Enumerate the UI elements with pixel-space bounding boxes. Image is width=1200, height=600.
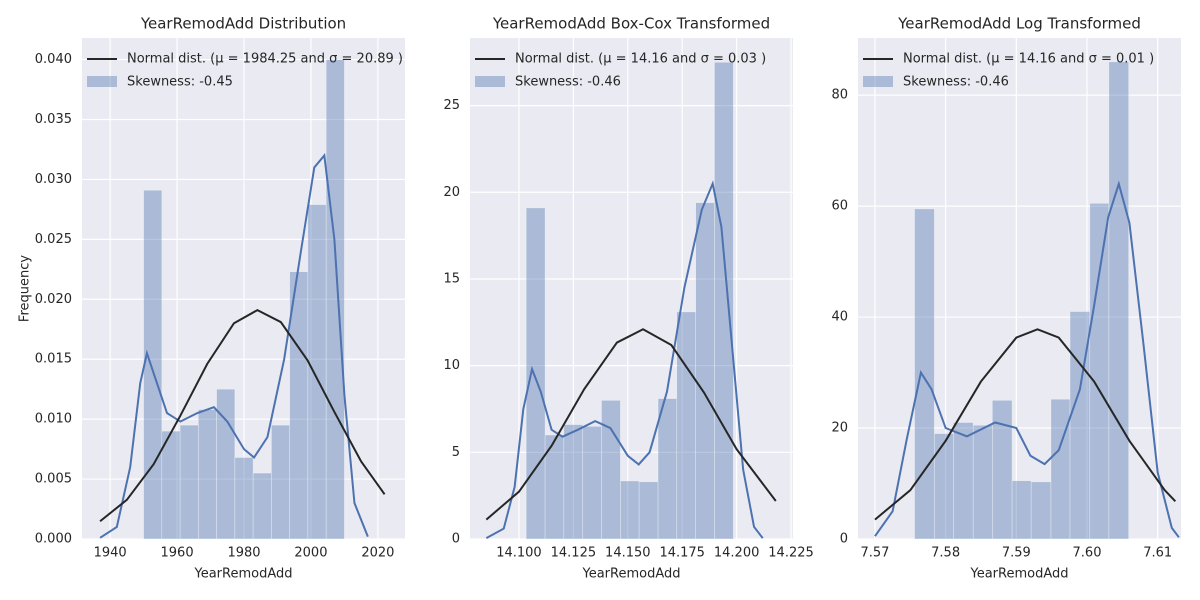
hist-bar xyxy=(143,189,163,540)
hist-bar xyxy=(161,430,181,540)
y-tick-label: 20 xyxy=(831,421,848,436)
x-tick-label: 14.200 xyxy=(714,546,760,561)
y-tick-label: 25 xyxy=(443,98,460,113)
y-axis-label: Frequency xyxy=(18,255,33,322)
y-tick-label: 0.010 xyxy=(35,412,72,427)
plot-area xyxy=(858,38,1181,539)
y-tick-label: 0 xyxy=(452,532,460,547)
y-tick-label: 0 xyxy=(840,532,848,547)
x-tick-label: 1980 xyxy=(227,546,260,561)
hist-bar xyxy=(914,208,935,540)
hist-bar xyxy=(271,424,290,540)
legend-label: Normal dist. (μ = 1984.25 and σ = 20.89 … xyxy=(127,52,403,67)
kde-line xyxy=(874,180,1180,538)
x-tick-label: 7.61 xyxy=(1143,546,1172,561)
plot-area xyxy=(470,38,793,539)
hist-bar xyxy=(525,207,546,540)
hist-bar xyxy=(601,400,621,540)
hist-bar xyxy=(620,480,640,540)
subplot-title: YearRemodAdd Box-Cox Transformed xyxy=(492,15,770,33)
legend-label: Skewness: -0.46 xyxy=(515,75,621,90)
hist-bar xyxy=(198,409,217,540)
x-tick-label: 2020 xyxy=(361,546,394,561)
y-tick-label: 20 xyxy=(443,185,460,200)
kde-line xyxy=(99,153,369,539)
x-tick-label: 7.57 xyxy=(860,546,889,561)
y-tick-label: 0.040 xyxy=(35,52,72,67)
hist-bar xyxy=(1030,481,1052,540)
y-tick-label: 0.000 xyxy=(35,532,72,547)
legend-label: Skewness: -0.46 xyxy=(903,75,1009,90)
hist-bar xyxy=(934,433,954,540)
y-tick-label: 0.025 xyxy=(35,232,72,247)
subplot: 0 5 10 15 20 25 14.100 14.125 14.150 14.175 14.200… xyxy=(443,15,813,582)
hist-bar xyxy=(1089,203,1110,540)
legend-hist-swatch xyxy=(863,76,893,87)
subplot: 0 20 40 60 80 7.57 7.58 7.59 7.60 7.61 Normal dist… xyxy=(831,15,1181,582)
subplot-title: YearRemodAdd Log Transformed xyxy=(897,15,1141,33)
y-tick-label: 15 xyxy=(443,271,460,286)
hist-bar xyxy=(234,457,254,540)
y-tick-label: 80 xyxy=(831,88,848,103)
x-tick-label: 14.225 xyxy=(768,546,814,561)
hist-bar xyxy=(695,202,715,540)
x-tick-label: 14.125 xyxy=(551,546,597,561)
x-tick-label: 7.60 xyxy=(1073,546,1102,561)
kde-line xyxy=(485,180,764,540)
legend-label: Normal dist. (μ = 14.16 and σ = 0.03 ) xyxy=(515,52,766,67)
subplot-title: YearRemodAdd Distribution xyxy=(140,15,346,33)
hist-bar xyxy=(953,422,974,540)
normal-line xyxy=(874,328,1177,521)
x-tick-label: 1960 xyxy=(161,546,194,561)
hist-bar xyxy=(1108,61,1129,540)
hist-bar xyxy=(582,426,602,540)
y-tick-label: 60 xyxy=(831,199,848,214)
x-tick-label: 2000 xyxy=(294,546,327,561)
hist-bar xyxy=(657,398,678,540)
subplot: 0.000 0.005 0.010 0.015 0.020 0.025 0.030 0.035… xyxy=(18,15,405,582)
hist-bar xyxy=(714,61,734,540)
x-tick-label: 14.100 xyxy=(496,546,542,561)
hist-bar xyxy=(307,204,327,540)
y-tick-label: 40 xyxy=(831,310,848,325)
y-tick-label: 10 xyxy=(443,358,460,373)
x-tick-label: 14.175 xyxy=(659,546,705,561)
x-tick-label: 14.150 xyxy=(605,546,651,561)
hist-bar xyxy=(252,472,272,540)
hist-bar xyxy=(1050,398,1071,540)
hist-bar xyxy=(563,424,584,540)
x-tick-label: 7.58 xyxy=(931,546,960,561)
legend-label: Normal dist. (μ = 14.16 and σ = 0.01 ) xyxy=(903,52,1154,67)
normal-line xyxy=(99,308,386,523)
y-tick-label: 0.020 xyxy=(35,292,72,307)
hist-bar xyxy=(991,399,1013,540)
y-tick-label: 0.005 xyxy=(35,472,72,487)
x-axis-label: YearRemodAdd xyxy=(969,567,1068,582)
x-tick-label: 1940 xyxy=(94,546,127,561)
x-tick-label: 7.59 xyxy=(1002,546,1031,561)
legend-hist-swatch xyxy=(475,76,505,87)
x-axis-label: YearRemodAdd xyxy=(581,567,680,582)
normal-line xyxy=(485,328,777,521)
y-tick-label: 0.030 xyxy=(35,172,72,187)
y-tick-label: 5 xyxy=(452,445,460,460)
hist-bar xyxy=(676,311,697,540)
hist-bar xyxy=(325,59,345,540)
legend-label: Skewness: -0.45 xyxy=(127,75,233,90)
legend-hist-swatch xyxy=(87,76,117,87)
y-tick-label: 0.015 xyxy=(35,352,72,367)
hist-bar xyxy=(638,481,659,540)
hist-bar xyxy=(179,424,199,540)
hist-bar xyxy=(972,424,993,540)
y-tick-label: 0.035 xyxy=(35,112,72,127)
x-axis-label: YearRemodAdd xyxy=(193,567,292,582)
hist-bar xyxy=(1011,480,1032,540)
